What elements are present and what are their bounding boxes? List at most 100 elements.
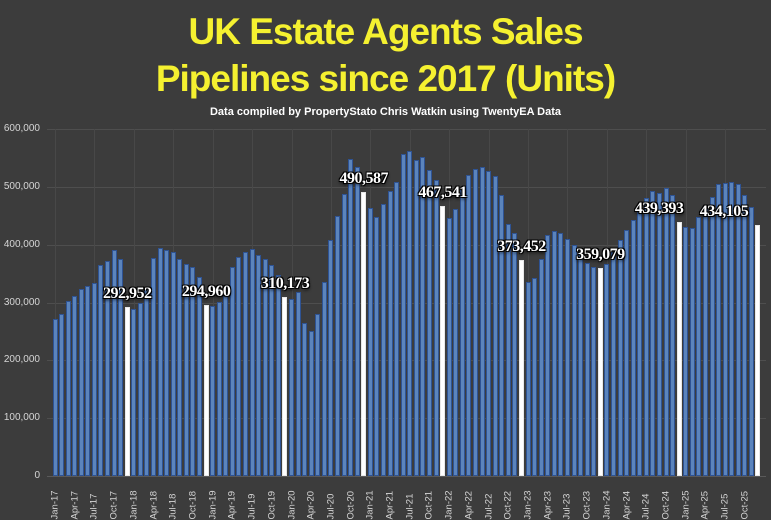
gridline-horizontal: [47, 418, 766, 420]
bar-Apr-18: [151, 257, 157, 476]
x-tick-label: Jan-24: [601, 490, 613, 520]
bar-Jun-22: [479, 167, 485, 476]
bar-Mar-23: [538, 259, 544, 476]
bar-Sep-18: [183, 263, 189, 476]
bar-May-18: [157, 247, 163, 476]
x-axis-line: [47, 476, 766, 477]
bar-Oct-23: [584, 262, 590, 476]
x-tick-label: Jan-25: [680, 490, 692, 520]
bar-Nov-20: [354, 166, 360, 476]
bar-Jan-25: [683, 226, 689, 476]
bar-Apr-20: [308, 331, 314, 476]
bar-Oct-20: [348, 158, 354, 476]
bar-Aug-24: [650, 191, 656, 476]
x-tick-label: Apr-21: [384, 490, 396, 520]
x-tick-label: Apr-18: [148, 490, 160, 520]
bar-Nov-22: [512, 232, 518, 476]
x-tick-label: Apr-25: [699, 490, 711, 520]
bar-Jun-24: [637, 209, 643, 476]
highlighted-bar-Dec-25: [755, 224, 761, 476]
bar-Jan-18: [131, 308, 137, 476]
bar-Aug-19: [256, 255, 262, 476]
y-tick-label: 400,000: [3, 238, 40, 250]
x-tick-label: Jan-21: [364, 490, 376, 520]
bar-May-25: [709, 196, 715, 476]
bar-Sep-21: [420, 156, 426, 476]
y-tick-label: 600,000: [3, 123, 40, 134]
bar-Feb-19: [216, 301, 222, 476]
plot-area: [47, 129, 766, 477]
bar-Nov-25: [748, 206, 754, 476]
bar-Oct-24: [663, 188, 669, 476]
bar-Aug-17: [98, 264, 104, 476]
bar-Sep-19: [262, 258, 268, 476]
bar-Jul-24: [643, 198, 649, 476]
x-tick-label: Jan-20: [286, 490, 298, 520]
bar-Sep-23: [578, 253, 584, 476]
bar-Apr-19: [229, 266, 235, 476]
x-tick-label: Jul-22: [483, 493, 495, 520]
annotation-Dec-25: 434,105: [699, 202, 749, 220]
y-tick-label: 100,000: [3, 412, 40, 424]
x-tick-label: Jul-19: [246, 493, 258, 520]
annotation-Dec-17: 292,952: [103, 284, 152, 302]
x-tick-label: Oct-22: [502, 490, 514, 520]
bar-May-23: [551, 230, 557, 476]
bar-May-24: [630, 219, 636, 476]
highlighted-bar-Dec-19: [282, 296, 288, 476]
bar-Feb-25: [689, 228, 695, 476]
y-tick-label: 0: [34, 470, 40, 481]
bar-Nov-24: [670, 194, 676, 476]
x-tick-label: Apr-24: [621, 490, 633, 520]
chart-title: UK Estate Agents Sales Pipelines since 2…: [0, 8, 771, 102]
x-tick-label: Jul-21: [404, 493, 416, 520]
bar-Oct-22: [505, 223, 511, 476]
bar-Sep-24: [656, 193, 662, 476]
x-tick-label: Jul-20: [325, 493, 337, 520]
bar-Jul-17: [91, 282, 97, 476]
x-tick-label: Jan-18: [128, 490, 140, 520]
bar-Sep-20: [341, 194, 347, 476]
bar-Feb-20: [295, 291, 301, 476]
chart-title-line1: UK Estate Agents Sales: [188, 11, 583, 52]
bar-Aug-20: [335, 215, 340, 476]
bar-Feb-21: [374, 216, 380, 476]
x-tick-label: Oct-18: [187, 490, 199, 520]
bar-Aug-23: [571, 245, 577, 476]
bar-Jul-21: [407, 150, 413, 476]
x-tick-label: Jul-25: [719, 493, 731, 520]
x-tick-label: Oct-24: [660, 490, 672, 520]
highlighted-bar-Dec-17: [124, 306, 130, 476]
bar-Apr-24: [624, 230, 630, 476]
bar-Oct-17: [111, 250, 117, 476]
bar-May-22: [472, 169, 478, 476]
bar-Jun-21: [400, 154, 406, 476]
x-tick-label: Apr-23: [542, 490, 554, 520]
bar-Jun-23: [558, 233, 564, 476]
gridline-horizontal: [47, 186, 766, 188]
x-tick-label: Oct-17: [108, 490, 120, 520]
highlighted-bar-Dec-22: [518, 260, 524, 476]
highlighted-bar-Dec-24: [676, 221, 682, 476]
bar-Apr-25: [702, 205, 708, 476]
bar-Aug-21: [413, 160, 419, 476]
bar-Jun-17: [85, 286, 91, 476]
bar-Nov-18: [197, 277, 203, 476]
bar-Mar-20: [302, 323, 308, 476]
gridline-vertical: [133, 129, 135, 476]
bar-Nov-23: [591, 266, 597, 476]
bar-Apr-21: [387, 190, 393, 476]
bar-Oct-19: [269, 264, 275, 476]
bar-Mar-21: [381, 203, 386, 476]
bar-Jun-18: [164, 250, 170, 476]
x-tick-label: Jul-24: [640, 493, 652, 520]
bar-Feb-18: [137, 303, 143, 476]
x-tick-label: Oct-25: [739, 490, 751, 520]
annotation-Dec-22: 373,452: [497, 238, 546, 256]
bar-May-19: [236, 256, 242, 476]
x-tick-label: Jan-19: [207, 490, 219, 520]
x-tick-label: Apr-19: [226, 490, 238, 520]
highlighted-bar-Dec-21: [440, 205, 446, 476]
bar-Jun-20: [321, 281, 327, 476]
bar-Feb-24: [610, 251, 616, 476]
